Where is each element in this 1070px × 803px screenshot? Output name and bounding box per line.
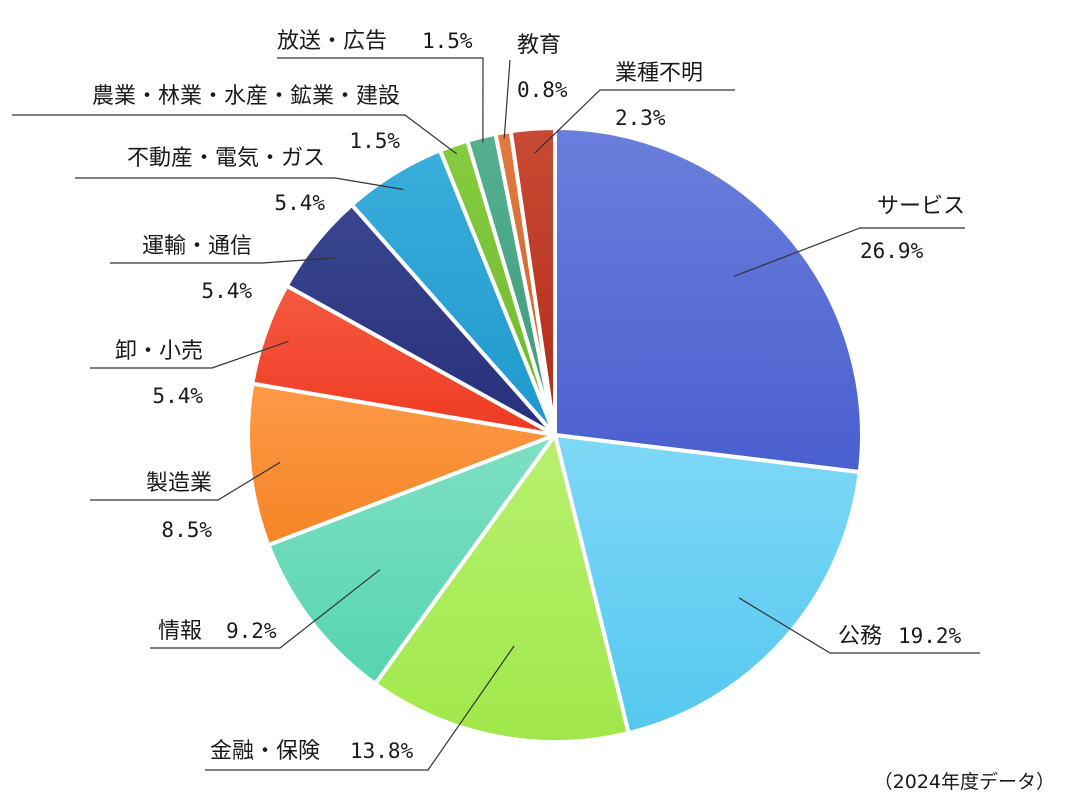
value-unknown: 2.3% (615, 106, 666, 130)
leader-unknown (534, 89, 735, 154)
value-service: 26.9% (860, 239, 924, 263)
leader-realestate (75, 177, 404, 191)
slice-service (553, 126, 864, 475)
label-education: 教育 (517, 33, 561, 58)
label-agriculture: 農業・林業・水産・鉱業・建設 (92, 84, 400, 109)
label-transport: 運輸・通信 (142, 234, 252, 259)
leader-finance (205, 645, 515, 771)
leader-agriculture (12, 114, 458, 155)
value-retail: 5.4% (152, 384, 203, 408)
value-realestate: 5.4% (274, 191, 325, 215)
value-info: 9.2% (226, 619, 277, 643)
leader-manufacturing (90, 461, 281, 501)
label-retail: 卸・小売 (115, 339, 203, 364)
value-agriculture: 1.5% (349, 129, 400, 153)
label-unknown: 業種不明 (615, 61, 703, 86)
label-info: 情報 (158, 619, 202, 644)
leader-lines (12, 57, 980, 771)
value-finance: 13.8% (350, 739, 414, 763)
slice-unknown (508, 126, 557, 437)
label-public: 公務 (838, 624, 882, 649)
value-transport: 5.4% (201, 279, 252, 303)
slice-public (553, 433, 862, 736)
pie-slices (246, 126, 864, 744)
leader-transport (110, 257, 336, 264)
leader-broadcast (277, 57, 484, 143)
slice-info (266, 433, 557, 686)
leader-education (503, 59, 511, 139)
leader-public (738, 597, 980, 654)
label-realestate: 不動産・電気・ガス (127, 146, 325, 171)
leader-retail (90, 340, 289, 369)
leader-info (150, 569, 381, 649)
value-broadcast: 1.5% (422, 29, 473, 53)
label-service: サービス (877, 194, 965, 219)
value-public: 19.2% (898, 624, 962, 648)
value-education: 0.8% (517, 78, 568, 102)
slice-finance (373, 433, 631, 744)
label-broadcast: 放送・広告 (277, 29, 387, 54)
leader-service (734, 227, 965, 277)
label-finance: 金融・保険 (210, 739, 320, 764)
value-manufacturing: 8.5% (161, 518, 212, 542)
footnote: （2024年度データ） (874, 771, 1055, 793)
label-manufacturing: 製造業 (146, 471, 212, 496)
